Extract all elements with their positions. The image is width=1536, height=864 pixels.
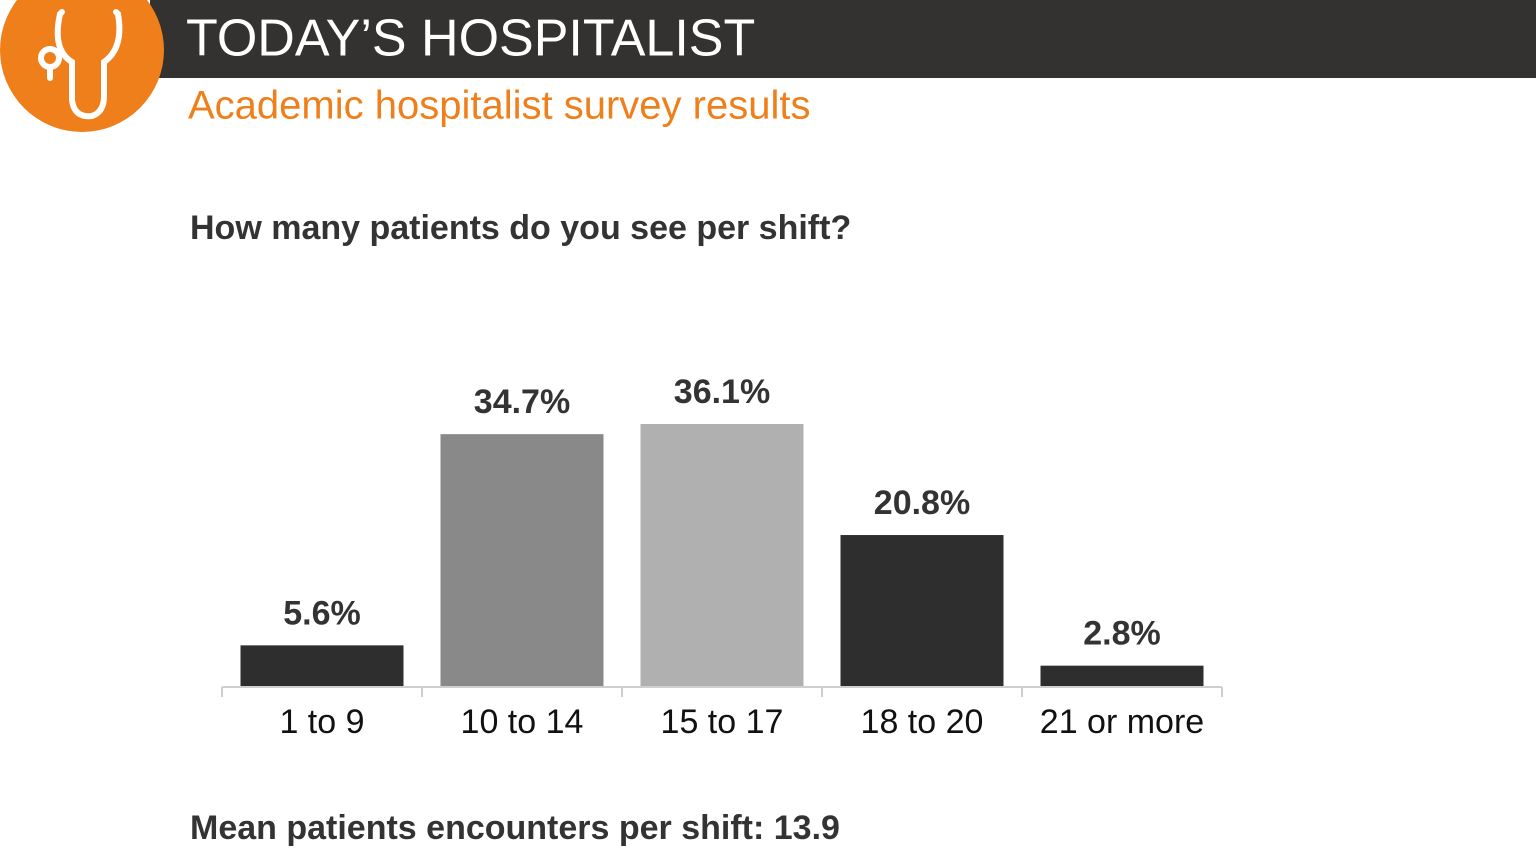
bar [640,424,804,686]
bar [840,535,1004,686]
stethoscope-icon [38,9,123,120]
x-tick-label: 21 or more [1040,703,1204,741]
value-label: 20.8% [874,484,970,522]
x-axis [221,686,1223,697]
bar [440,434,604,686]
x-tick-label: 1 to 9 [279,703,364,741]
value-label: 5.6% [283,594,361,632]
logo [0,0,164,132]
value-label: 34.7% [474,383,570,421]
header-bar [150,0,1536,78]
bar [240,645,404,686]
value-label: 36.1% [674,373,770,411]
chart-title: How many patients do you see per shift? [190,209,851,247]
bar [1040,665,1204,686]
brand: TODAY’S HOSPITALIST [186,10,755,68]
footnote: Mean patients encounters per shift: 13.9 [190,809,840,847]
x-tick-label: 15 to 17 [661,703,784,741]
x-tick-label: 18 to 20 [861,703,984,741]
subtitle: Academic hospitalist survey results [188,84,810,128]
value-label: 2.8% [1083,615,1161,653]
x-tick-label: 10 to 14 [461,703,584,741]
